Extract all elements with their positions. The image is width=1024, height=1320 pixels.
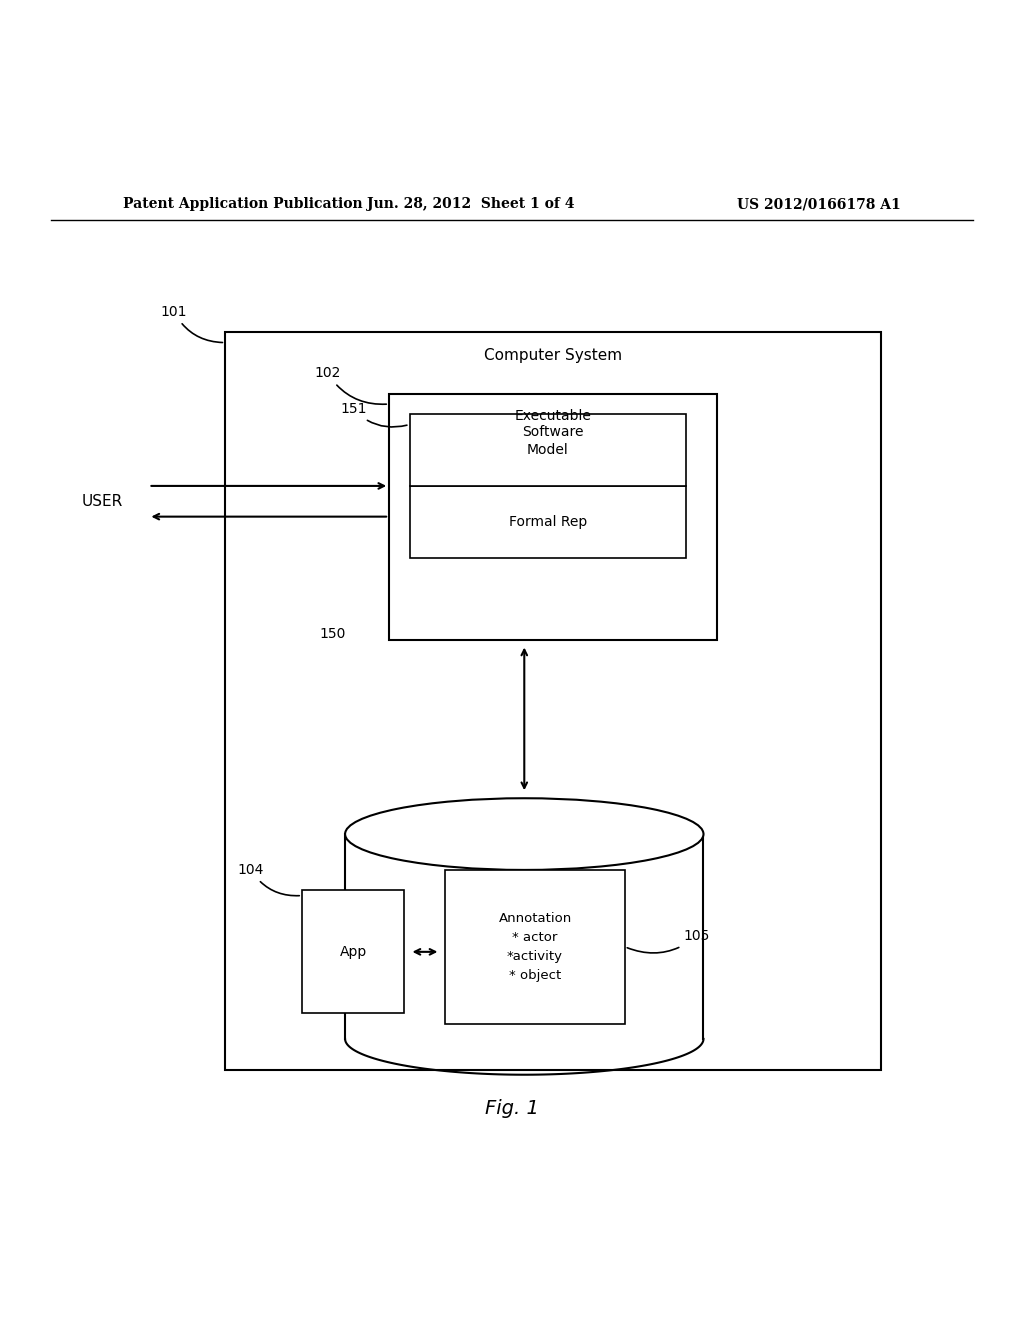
Ellipse shape (345, 799, 703, 870)
Text: 104: 104 (238, 863, 299, 896)
Text: Fig. 1: Fig. 1 (485, 1100, 539, 1118)
FancyBboxPatch shape (410, 414, 686, 486)
Text: Formal Rep: Formal Rep (509, 515, 587, 529)
Text: 102: 102 (314, 366, 386, 404)
Text: 103: 103 (511, 954, 538, 968)
FancyBboxPatch shape (445, 870, 625, 1023)
Text: 151: 151 (340, 403, 407, 426)
Text: Jun. 28, 2012  Sheet 1 of 4: Jun. 28, 2012 Sheet 1 of 4 (368, 197, 574, 211)
FancyBboxPatch shape (389, 393, 717, 639)
Text: Application
Datastore: Application Datastore (485, 891, 563, 921)
FancyBboxPatch shape (410, 486, 686, 557)
Text: Executable
Software: Executable Software (514, 409, 592, 440)
Text: App: App (340, 945, 367, 958)
Polygon shape (345, 834, 703, 1039)
Text: Annotation
* actor
*activity
* object: Annotation * actor *activity * object (499, 912, 571, 982)
Text: 101: 101 (161, 305, 222, 342)
Text: US 2012/0166178 A1: US 2012/0166178 A1 (737, 197, 901, 211)
FancyBboxPatch shape (225, 333, 881, 1069)
Text: 150: 150 (319, 627, 346, 642)
Text: USER: USER (82, 494, 123, 508)
Text: Patent Application Publication: Patent Application Publication (123, 197, 362, 211)
Text: Model: Model (527, 444, 568, 457)
Text: 105: 105 (628, 929, 710, 953)
FancyBboxPatch shape (302, 891, 404, 1014)
Text: Computer System: Computer System (484, 347, 622, 363)
